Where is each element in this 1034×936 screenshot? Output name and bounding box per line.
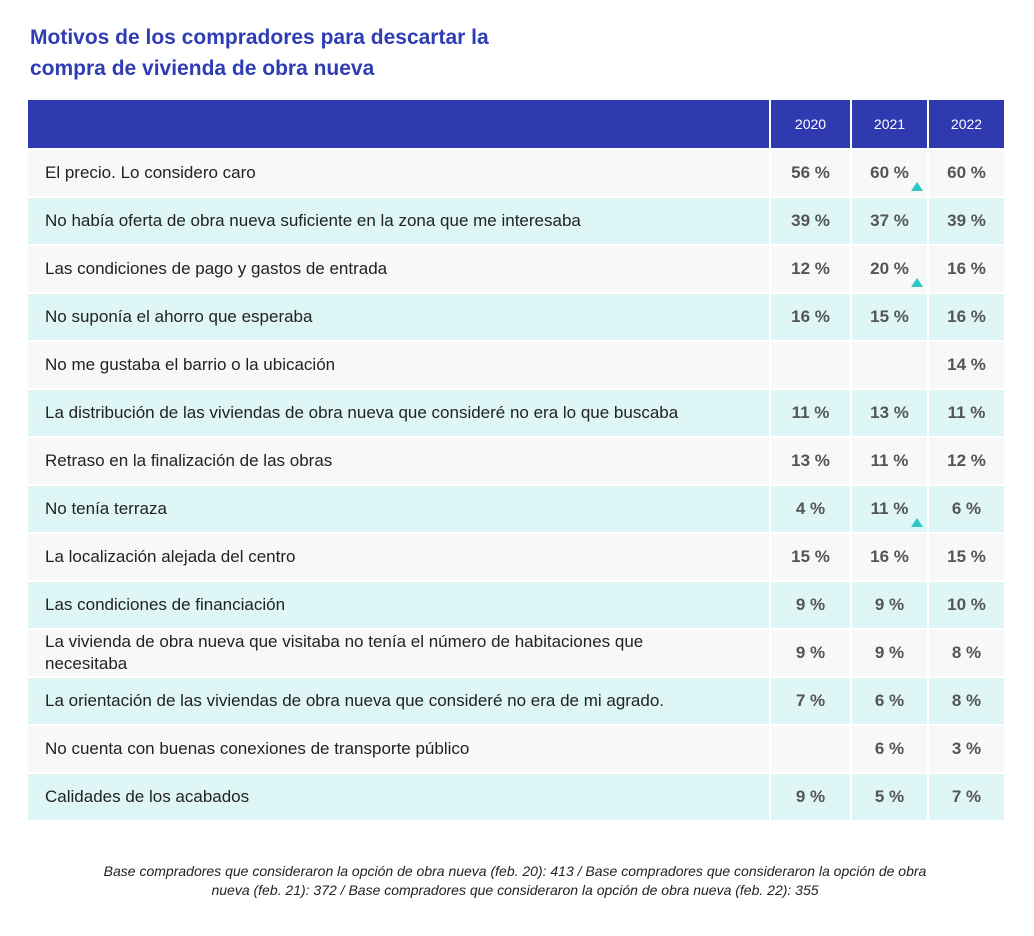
- table: 2020 2021 2022 El precio. Lo considero c…: [26, 98, 1006, 822]
- value-cell: 6 %: [852, 678, 927, 724]
- value-cell: 5 %: [852, 774, 927, 820]
- row-label: El precio. Lo considero caro: [28, 150, 769, 196]
- value-cell: 7 %: [771, 678, 850, 724]
- value-cell: 16 %: [771, 294, 850, 340]
- value-cell: 12 %: [929, 438, 1004, 484]
- value-cell: [852, 342, 927, 388]
- row-label: No tenía terraza: [28, 486, 769, 532]
- value-cell: [771, 342, 850, 388]
- table-row: No me gustaba el barrio o la ubicación 14…: [28, 342, 1004, 388]
- value-cell: 60 %: [852, 150, 927, 196]
- row-label: La localización alejada del centro: [28, 534, 769, 580]
- table-body: El precio. Lo considero caro 56 % 60 % 60 %…: [28, 150, 1004, 820]
- row-label: Retraso en la finalización de las obras: [28, 438, 769, 484]
- value-cell: 11 %: [852, 438, 927, 484]
- title: Motivos de los compradores para descarta…: [30, 26, 489, 80]
- value-cell: 11 %: [852, 486, 927, 532]
- table-row: Las condiciones de pago y gastos de entr…: [28, 246, 1004, 292]
- header-cell: 2022: [929, 100, 1004, 148]
- value-cell: 11 %: [771, 390, 850, 436]
- value-cell: [771, 726, 850, 772]
- value-cell: 37 %: [852, 198, 927, 244]
- table-row: El precio. Lo considero caro 56 % 60 % 60 %: [28, 150, 1004, 196]
- table-row: Retraso en la finalización de las obras 1…: [28, 438, 1004, 484]
- value-cell: 56 %: [771, 150, 850, 196]
- header-cell: [28, 100, 769, 148]
- row-label: Las condiciones de pago y gastos de entr…: [28, 246, 769, 292]
- value-cell: 16 %: [929, 294, 1004, 340]
- value-cell: 10 %: [929, 582, 1004, 628]
- value-cell: 60 %: [929, 150, 1004, 196]
- value-cell: 13 %: [852, 390, 927, 436]
- row-label: La distribución de las viviendas de obra…: [28, 390, 769, 436]
- table-row: No suponía el ahorro que esperaba 16 % 15 …: [28, 294, 1004, 340]
- value-cell: 4 %: [771, 486, 850, 532]
- value-cell: 15 %: [929, 534, 1004, 580]
- table-row: Calidades de los acabados 9 % 5 % 7 %: [28, 774, 1004, 820]
- table-row: La vivienda de obra nueva que visitaba n…: [28, 630, 1004, 676]
- value-cell: 9 %: [771, 630, 850, 676]
- row-label: No me gustaba el barrio o la ubicación: [28, 342, 769, 388]
- value-cell: 16 %: [929, 246, 1004, 292]
- value-cell: 16 %: [852, 534, 927, 580]
- up-arrow: [911, 278, 923, 287]
- value-cell: 8 %: [929, 678, 1004, 724]
- row-label: La vivienda de obra nueva que visitaba n…: [28, 630, 769, 676]
- row-label: Calidades de los acabados: [28, 774, 769, 820]
- row-label: La orientación de las viviendas de obra …: [28, 678, 769, 724]
- header-cell: 2020: [771, 100, 850, 148]
- table-row: La localización alejada del centro 15 % 16…: [28, 534, 1004, 580]
- value-cell: 12 %: [771, 246, 850, 292]
- footnote: Base compradores que consideraron la opc…: [103, 863, 927, 898]
- row-label: No había oferta de obra nueva suficiente…: [28, 198, 769, 244]
- table-row: No tenía terraza 4 % 11 % 6 %: [28, 486, 1004, 532]
- row-label: No cuenta con buenas conexiones de trans…: [28, 726, 769, 772]
- value-cell: 8 %: [929, 630, 1004, 676]
- table-row: No cuenta con buenas conexiones de trans…: [28, 726, 1004, 772]
- table-row: La orientación de las viviendas de obra …: [28, 678, 1004, 724]
- value-cell: 13 %: [771, 438, 850, 484]
- value-cell: 9 %: [771, 774, 850, 820]
- header-cell: 2021: [852, 100, 927, 148]
- value-cell: 39 %: [929, 198, 1004, 244]
- value-cell: 11 %: [929, 390, 1004, 436]
- table-row: No había oferta de obra nueva suficiente…: [28, 198, 1004, 244]
- value-cell: 39 %: [771, 198, 850, 244]
- table-row: La distribución de las viviendas de obra…: [28, 390, 1004, 436]
- header-row: 2020 2021 2022: [28, 100, 1004, 148]
- value-cell: 14 %: [929, 342, 1004, 388]
- value-cell: 3 %: [929, 726, 1004, 772]
- row-label: Las condiciones de financiación: [28, 582, 769, 628]
- table-row: Las condiciones de financiación 9 % 9 % 10 …: [28, 582, 1004, 628]
- value-cell: 9 %: [852, 582, 927, 628]
- value-cell: 15 %: [771, 534, 850, 580]
- value-cell: 6 %: [852, 726, 927, 772]
- value-cell: 6 %: [929, 486, 1004, 532]
- value-cell: 7 %: [929, 774, 1004, 820]
- value-cell: 9 %: [852, 630, 927, 676]
- value-cell: 15 %: [852, 294, 927, 340]
- value-cell: 20 %: [852, 246, 927, 292]
- up-arrow: [911, 182, 923, 191]
- up-arrow: [911, 518, 923, 527]
- value-cell: 9 %: [771, 582, 850, 628]
- row-label: No suponía el ahorro que esperaba: [28, 294, 769, 340]
